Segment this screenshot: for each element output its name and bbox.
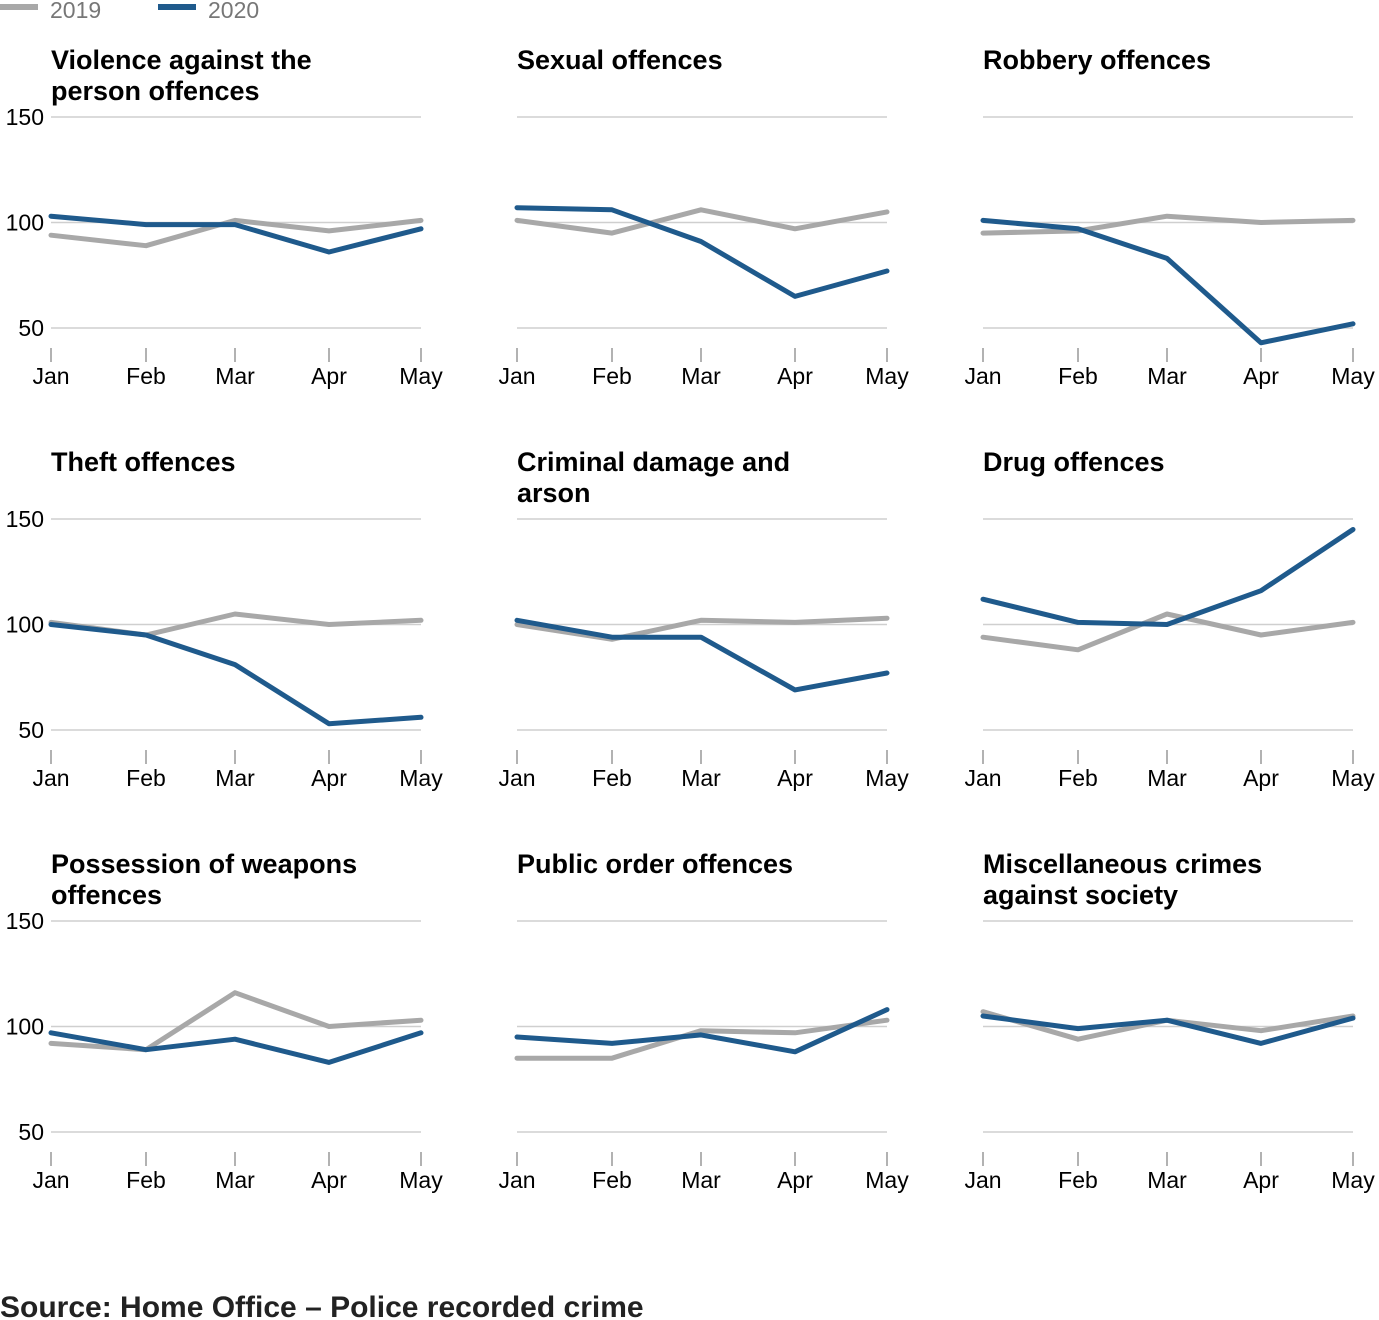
x-tick-label: Mar [215,363,255,389]
x-tick-label: May [399,363,443,389]
x-tick-label: Jan [964,1167,1001,1193]
panel-title: Criminal damage and [517,447,790,477]
x-tick-label: Mar [681,363,721,389]
panel-3: Robbery offences Jan Feb Mar Apr May [964,45,1375,389]
series-line-2020 [514,617,890,693]
x-tick-label: Feb [126,1167,166,1193]
legend-label-2019: 2019 [50,0,101,23]
x-tick-label: May [1331,765,1375,791]
series-line-2020 [514,1007,890,1055]
panel-title: Theft offences [51,447,236,477]
panel-6: Drug offences Jan Feb Mar Apr May [964,447,1375,791]
panel-title: arson [517,478,591,508]
x-tick-label: Apr [1243,765,1279,791]
panel-title: Drug offences [983,447,1165,477]
x-tick-label: Jan [498,363,535,389]
x-tick-label: Feb [1058,1167,1098,1193]
x-tick-label: Apr [1243,363,1279,389]
series-line-2019 [514,207,890,236]
series-line-2020 [514,205,890,299]
panel-title: Public order offences [517,849,793,879]
panel-8: Public order offences Jan Feb Mar Apr May [498,849,909,1193]
panel-title: against society [983,880,1178,910]
series-line-2020 [48,213,424,255]
series-line-2019 [48,217,424,249]
legend: 2019 2020 [0,0,259,23]
x-tick-label: Apr [311,363,347,389]
y-tick-label: 50 [18,1119,44,1145]
series-line-2020 [980,217,1356,346]
panel-title: Violence against the [51,45,312,75]
panel-title: Possession of weapons [51,849,357,879]
series-line-2019 [514,1017,890,1061]
x-tick-label: Mar [1147,765,1187,791]
panel-title: Sexual offences [517,45,723,75]
y-tick-label: 150 [6,506,44,532]
panel-title: offences [51,880,162,910]
x-tick-label: May [865,363,909,389]
x-tick-label: Feb [592,363,632,389]
legend-label-2020: 2020 [208,0,259,23]
x-tick-label: May [865,1167,909,1193]
series-line-2020 [48,1030,424,1065]
x-tick-label: Apr [311,1167,347,1193]
x-tick-label: Jan [964,363,1001,389]
x-tick-label: Jan [32,363,69,389]
x-tick-label: Feb [126,765,166,791]
panel-4: Theft offences 50 100 150 Jan Feb Mar Apr May [6,447,444,791]
x-tick-label: Feb [126,363,166,389]
x-tick-label: Mar [681,765,721,791]
y-tick-label: 150 [6,908,44,934]
x-tick-label: Apr [311,765,347,791]
x-tick-label: Jan [964,765,1001,791]
x-tick-label: Feb [1058,363,1098,389]
x-tick-label: May [399,1167,443,1193]
x-tick-label: Feb [592,765,632,791]
x-tick-label: Jan [32,765,69,791]
y-tick-label: 50 [18,717,44,743]
x-tick-label: Jan [498,1167,535,1193]
x-tick-label: Jan [32,1167,69,1193]
panel-title: person offences [51,76,260,106]
x-tick-label: Apr [777,1167,813,1193]
y-tick-label: 100 [6,1014,44,1040]
x-tick-label: Jan [498,765,535,791]
x-tick-label: Feb [1058,765,1098,791]
x-tick-label: Mar [215,1167,255,1193]
series-line-2020 [980,527,1356,627]
x-tick-label: Mar [1147,363,1187,389]
x-tick-label: Apr [777,765,813,791]
series-line-2019 [980,611,1356,653]
panel-title: Miscellaneous crimes [983,849,1262,879]
x-tick-label: May [865,765,909,791]
x-tick-label: Mar [681,1167,721,1193]
x-tick-label: Feb [592,1167,632,1193]
series-line-2019 [980,213,1356,236]
series-line-2020 [980,1013,1356,1046]
x-tick-label: May [1331,363,1375,389]
series-line-2019 [48,990,424,1053]
x-tick-label: May [399,765,443,791]
panel-2: Sexual offences Jan Feb Mar Apr May [498,45,909,389]
y-tick-label: 50 [18,315,44,341]
series-line-2019 [514,615,890,642]
y-tick-label: 150 [6,104,44,130]
x-tick-label: Apr [777,363,813,389]
x-tick-label: Apr [1243,1167,1279,1193]
x-tick-label: Mar [215,765,255,791]
y-tick-label: 100 [6,210,44,236]
x-tick-label: May [1331,1167,1375,1193]
y-tick-label: 100 [6,612,44,638]
x-tick-label: Mar [1147,1167,1187,1193]
series-line-2020 [48,622,424,727]
panel-title: Robbery offences [983,45,1211,75]
source-note: Source: Home Office – Police recorded cr… [0,1291,644,1320]
